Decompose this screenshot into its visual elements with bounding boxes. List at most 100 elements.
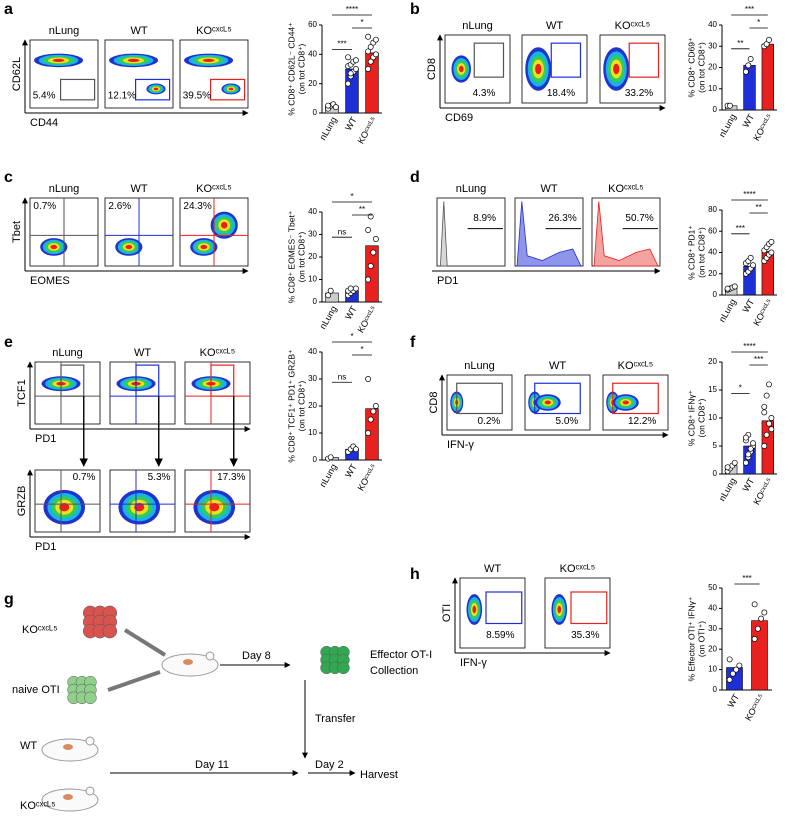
x-axis-label: PD1 (35, 433, 56, 445)
data-point (352, 66, 359, 72)
x-axis-label: EOMES (30, 275, 70, 287)
y-tick-label: 60 (708, 226, 717, 235)
data-point (742, 68, 749, 75)
gate (59, 78, 96, 101)
data-point (766, 420, 772, 427)
cell (102, 623, 118, 639)
y-tick-label: 40 (708, 604, 717, 613)
gate-percent: 39.5% (183, 90, 211, 101)
bar (743, 445, 756, 475)
tumor (63, 794, 73, 800)
sample-title: KOᶜˣᶜᴸ⁵ (200, 347, 236, 359)
density (52, 58, 65, 63)
flow-plot (34, 469, 101, 533)
data-point (352, 57, 359, 64)
density (228, 87, 234, 91)
data-point (325, 292, 332, 299)
density (202, 58, 215, 63)
x-tick-label: nLung (717, 297, 738, 324)
significance-label: ** (737, 39, 743, 48)
y-tick-label: 30 (308, 230, 317, 239)
x-axis-label: PD1 (35, 541, 56, 553)
sample-title: WT (134, 347, 151, 359)
flow-plot (29, 197, 99, 267)
histogram (516, 201, 582, 267)
data-point (727, 102, 733, 109)
sample-title: WT (130, 183, 147, 195)
y-tick-label: 15 (708, 385, 717, 394)
data-point (726, 656, 733, 663)
sample-title: KOᶜˣᶜᴸ⁵ (196, 183, 232, 195)
gate (210, 364, 235, 397)
gate-percent: 24.3% (183, 201, 211, 212)
data-point (747, 445, 754, 452)
gate-percent: 5.3% (148, 472, 171, 483)
flow-plot (459, 577, 526, 649)
density (220, 221, 228, 229)
y-tick-label: 10 (308, 275, 317, 284)
y-axis-label: % CD8⁺ IFNγ⁺ (686, 389, 696, 446)
data-point (761, 409, 768, 416)
y-tick-label: 80 (708, 205, 717, 214)
significance-label: *** (745, 5, 754, 14)
x-tick-label: nLung (318, 304, 339, 331)
x-axis-label: IFN-γ (447, 439, 474, 451)
gate-percent: 8.59% (486, 630, 514, 641)
flow-plot (446, 374, 513, 431)
significance-label: *** (754, 355, 763, 364)
plot-frame (34, 361, 101, 425)
cell (84, 691, 97, 705)
mouse (161, 653, 219, 677)
data-point (731, 283, 738, 290)
y-tick-label: 0 (313, 455, 318, 464)
sample-title: nLung (464, 360, 495, 372)
panel-letter: a (4, 1, 13, 18)
sample-title: nLung (462, 20, 493, 32)
flow-plot (184, 361, 251, 425)
y-tick-label: 0 (313, 297, 318, 306)
x-tick-label: WT (726, 692, 742, 710)
y-tick-label: 40 (308, 207, 317, 216)
y-tick-label: 0 (713, 290, 718, 299)
sample-title: nLung (49, 183, 80, 195)
panel-letter: d (410, 169, 420, 186)
flow-plot (104, 197, 174, 267)
schematic-label: naive OTI (12, 684, 60, 696)
schematic-label: Effector OT-I (370, 649, 432, 661)
histogram (439, 201, 448, 267)
y-tick-label: 40 (708, 248, 717, 257)
significance-label: **** (743, 190, 755, 199)
y-tick-label: 20 (308, 401, 317, 410)
y-axis-label: Tbet (11, 221, 23, 243)
y-axis-label: (on OTI⁺) (696, 621, 706, 657)
y-tick-label: 0 (313, 108, 318, 117)
gate-percent: 5.0% (556, 416, 579, 427)
significance-label: *** (742, 574, 751, 583)
x-tick-label: nLung (318, 462, 339, 489)
data-point (370, 249, 377, 256)
gate (210, 78, 246, 101)
data-point (761, 443, 768, 449)
significance-label: * (350, 192, 353, 201)
syringe (107, 670, 161, 692)
plot-frame (29, 39, 99, 109)
data-point (347, 70, 354, 77)
gate-percent: 33.2% (625, 88, 653, 99)
x-tick-label: WT (343, 115, 359, 133)
y-tick-label: 50 (708, 583, 717, 592)
data-point (365, 227, 372, 233)
plot-frame (104, 39, 174, 109)
y-axis-label: CD8 (426, 58, 438, 80)
density (458, 65, 464, 73)
data-point (724, 464, 731, 471)
y-axis-label: (on tot CD8⁺) (696, 227, 706, 278)
flow-plot (544, 577, 611, 649)
gate (485, 591, 523, 625)
data-point (766, 381, 772, 388)
y-axis-label: (on tot CD8⁺) (696, 42, 706, 93)
gate (60, 364, 85, 397)
density (127, 58, 140, 63)
gate (135, 78, 171, 101)
bar (365, 245, 379, 303)
y-tick-label: 10 (708, 413, 717, 422)
